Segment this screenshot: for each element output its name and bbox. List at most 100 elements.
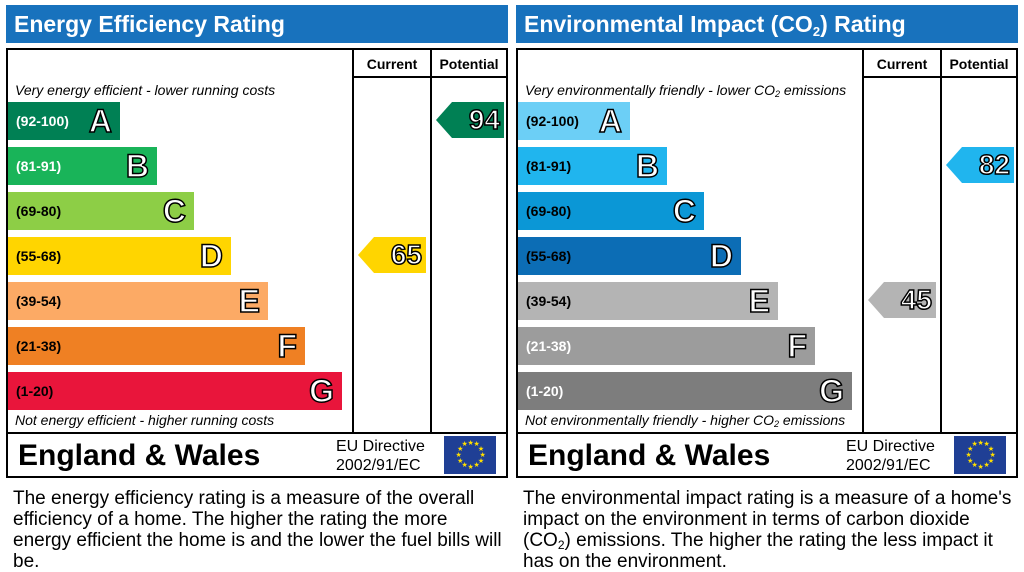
band-e: (39-54) E — [518, 282, 778, 320]
rating-value: 82 — [978, 148, 1011, 181]
band-b: (81-91) B — [8, 147, 157, 185]
band-letter: A — [88, 102, 113, 140]
divider — [518, 432, 1016, 434]
potential-rating-arrow: 82 — [946, 147, 1014, 183]
arrow-pointer — [436, 102, 504, 138]
divider — [352, 76, 506, 78]
directive-line: 2002/91/EC — [336, 457, 421, 474]
band-range: (92-100) — [16, 113, 69, 129]
band-range: (55-68) — [16, 248, 62, 264]
band-g: (1-20) G — [8, 372, 342, 410]
divider — [862, 76, 1016, 78]
band-f: (21-38) F — [8, 327, 305, 365]
band-a: (92-100) A — [8, 102, 120, 140]
band-letter: G — [308, 372, 334, 410]
band-range: (21-38) — [16, 338, 62, 354]
star-icon: ★ — [971, 441, 978, 449]
current-rating-arrow: 65 — [358, 237, 426, 273]
band-d: (55-68) D — [518, 237, 741, 275]
band-range: (55-68) — [526, 248, 572, 264]
band-letter: F — [787, 327, 808, 365]
band-letter: G — [818, 372, 844, 410]
star-icon: ★ — [967, 457, 974, 465]
divider — [8, 432, 506, 434]
environment-chart-box: Current Potential Very environmentally f… — [516, 48, 1018, 478]
arrow-shape — [436, 102, 504, 138]
region-label: England & Wales — [18, 439, 261, 472]
potential-column-header: Potential — [949, 56, 1009, 72]
energy-efficiency-panel: Energy Efficiency Rating Current Potenti… — [6, 0, 508, 572]
star-icon: ★ — [989, 451, 996, 459]
band-d: (55-68) D — [8, 237, 231, 275]
band-letter: D — [199, 237, 224, 275]
arrow-pointer — [868, 282, 936, 318]
band-range: (69-80) — [16, 203, 62, 219]
band-g: (1-20) G — [518, 372, 852, 410]
star-icon: ★ — [461, 461, 468, 469]
band-letter: B — [635, 147, 660, 185]
star-icon: ★ — [477, 445, 485, 453]
band-c: (69-80) C — [8, 192, 194, 230]
bottom-caption: Not environmentally friendly - higher CO… — [525, 412, 846, 429]
star-icon: ★ — [457, 445, 464, 453]
band-range: (21-38) — [526, 338, 572, 354]
eu-flag-icon: ★ ★ ★ ★ ★ ★ ★ ★ ★ ★ ★ ★ — [954, 436, 1006, 474]
star-icon: ★ — [971, 461, 978, 469]
star-icon: ★ — [477, 457, 485, 465]
energy-title: Energy Efficiency Rating — [6, 5, 508, 43]
current-column-header: Current — [366, 56, 418, 72]
eu-directive: EU Directive 2002/91/EC — [336, 437, 425, 475]
star-icon: ★ — [977, 439, 984, 447]
star-icon: ★ — [965, 451, 972, 459]
star-icon: ★ — [479, 451, 486, 459]
star-icon: ★ — [977, 463, 984, 471]
star-icon: ★ — [983, 441, 990, 449]
arrow-shape — [358, 237, 426, 273]
band-letter: E — [748, 282, 771, 320]
band-letter: C — [162, 192, 187, 230]
band-letter: D — [709, 237, 734, 275]
potential-column-header: Potential — [439, 56, 499, 72]
band-letter: F — [277, 327, 298, 365]
band-range: (1-20) — [526, 383, 564, 399]
rating-value: 65 — [390, 238, 423, 271]
band-a: (92-100) A — [518, 102, 630, 140]
divider — [352, 50, 354, 434]
band-letter: B — [125, 147, 150, 185]
environment-title: Environmental Impact (CO2) Rating — [516, 5, 1018, 43]
directive-line: 2002/91/EC — [846, 457, 931, 474]
directive-line: EU Directive — [336, 438, 425, 455]
band-range: (81-91) — [16, 158, 62, 174]
top-caption: Very energy efficient - lower running co… — [15, 82, 276, 98]
directive-line: EU Directive — [846, 438, 935, 455]
band-range: (81-91) — [526, 158, 572, 174]
eu-flag-icon: ★ ★ ★ ★ ★ ★ ★ ★ ★ ★ ★ ★ — [444, 436, 496, 474]
star-icon: ★ — [983, 461, 990, 469]
band-range: (69-80) — [526, 203, 572, 219]
region-label: England & Wales — [528, 439, 771, 472]
band-f: (21-38) F — [518, 327, 815, 365]
band-b: (81-91) B — [518, 147, 667, 185]
band-range: (92-100) — [526, 113, 579, 129]
current-column-header: Current — [876, 56, 928, 72]
current-rating-arrow: 45 — [868, 282, 936, 318]
energy-chart-box: Current Potential Very energy efficient … — [6, 48, 508, 478]
bottom-caption: Not energy efficient - higher running co… — [15, 412, 275, 428]
star-icon: ★ — [467, 439, 474, 447]
rating-value: 94 — [468, 103, 501, 136]
arrow-shape — [868, 282, 936, 318]
band-c: (69-80) C — [518, 192, 704, 230]
star-icon: ★ — [967, 445, 974, 453]
star-icon: ★ — [987, 457, 995, 465]
eu-directive: EU Directive 2002/91/EC — [846, 437, 935, 475]
divider — [940, 50, 942, 434]
arrow-pointer — [946, 147, 1014, 183]
environmental-impact-panel: Environmental Impact (CO2) Rating Curren… — [516, 0, 1018, 572]
rating-value: 45 — [900, 283, 933, 316]
potential-rating-arrow: 94 — [436, 102, 504, 138]
energy-description: The energy efficiency rating is a measur… — [13, 488, 502, 572]
star-icon: ★ — [473, 441, 480, 449]
arrow-pointer — [358, 237, 426, 273]
star-icon: ★ — [455, 451, 462, 459]
star-icon: ★ — [461, 441, 468, 449]
